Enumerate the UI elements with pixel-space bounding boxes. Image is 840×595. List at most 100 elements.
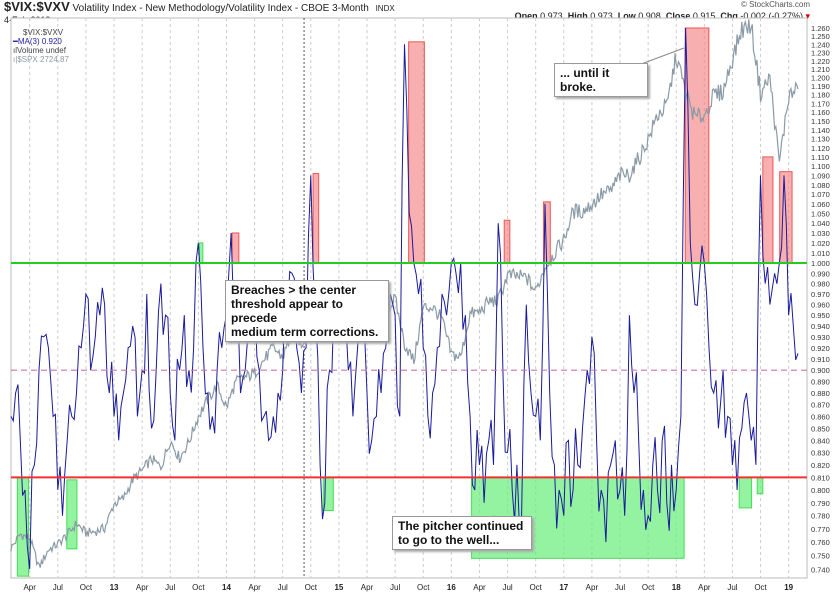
y-tick-label: 0.970 <box>811 290 830 299</box>
y-tick-label: 1.000 <box>811 259 830 268</box>
y-tick-label: 0.910 <box>811 355 830 364</box>
x-tick-label: Apr <box>248 583 261 592</box>
y-tick-label: 1.240 <box>811 40 830 49</box>
line-swatch-icon: ━ <box>13 37 18 46</box>
low-label: Low <box>617 11 636 21</box>
y-tick-label: 1.190 <box>811 82 830 91</box>
legend-spx-label: $SPX 2724.87 <box>17 55 69 64</box>
y-tick-label: 1.070 <box>811 190 830 199</box>
red-highlight-box <box>312 173 320 264</box>
y-tick-label: 0.900 <box>811 366 830 375</box>
y-tick-label: 1.080 <box>811 181 830 190</box>
x-tick-label: 18 <box>672 583 681 592</box>
y-tick-label: 0.770 <box>811 525 830 534</box>
x-tick-label: Apr <box>361 583 374 592</box>
y-tick-label: 1.200 <box>811 74 830 83</box>
x-tick-label: Oct <box>192 583 205 592</box>
x-tick-label: Oct <box>305 583 318 592</box>
y-tick-label: 0.990 <box>811 269 830 278</box>
bar-chart-icon: ıl <box>13 46 17 55</box>
y-tick-label: 1.120 <box>811 144 830 153</box>
green-highlight-box <box>756 476 764 495</box>
x-tick-label: Jul <box>165 583 175 592</box>
symbol: $VIX:$VXV <box>4 0 70 14</box>
y-tick-label: 0.780 <box>811 512 830 521</box>
x-tick-label: 19 <box>784 583 793 592</box>
y-tick-label: 1.130 <box>811 135 830 144</box>
y-tick-label: 0.850 <box>811 424 830 433</box>
annotation-line: to go to the well... <box>398 533 500 547</box>
x-tick-label: 15 <box>334 583 343 592</box>
annotation-line: threshold appear to precede <box>231 297 344 325</box>
y-tick-label: 1.260 <box>811 24 830 33</box>
x-tick-label: 16 <box>447 583 456 592</box>
y-tick-label: 1.100 <box>811 162 830 171</box>
x-tick-label: Apr <box>586 583 599 592</box>
chg-label: Chg <box>720 11 738 21</box>
close-label: Close <box>665 11 691 21</box>
y-tick-label: 1.110 <box>811 153 829 162</box>
copyright: © StockCharts.com <box>740 0 810 9</box>
x-tick-label: Jul <box>615 583 625 592</box>
annotation-line: The pitcher continued <box>398 519 524 533</box>
y-tick-label: 0.800 <box>811 486 830 495</box>
red-highlight-box <box>408 41 425 264</box>
low-value: 0.908 <box>638 11 661 21</box>
x-tick-label: Apr <box>698 583 711 592</box>
y-tick-label: 1.010 <box>811 249 830 258</box>
y-tick-label: 0.940 <box>811 322 830 331</box>
annotation-until-it-broke: ... until it broke. <box>554 63 648 97</box>
red-highlight-box <box>762 156 774 264</box>
y-tick-label: 1.220 <box>811 57 830 66</box>
green-highlight-box <box>66 479 78 550</box>
y-tick-label: 0.750 <box>811 552 830 561</box>
high-value: 0.973 <box>590 11 613 21</box>
red-highlight-box <box>503 219 511 264</box>
symbol-description: Volatility Index - New Methodology/Volat… <box>72 3 369 14</box>
y-tick-label: 0.810 <box>811 473 830 482</box>
green-highlight-box <box>198 242 204 264</box>
legend-volume: ılVolume undef <box>13 46 69 55</box>
x-tick-label: Jul <box>727 583 737 592</box>
y-tick-label: 1.030 <box>811 229 830 238</box>
legend-volume-label: Volume undef <box>17 46 66 55</box>
y-tick-label: 0.740 <box>811 565 830 574</box>
y-tick-label: 0.960 <box>811 301 830 310</box>
y-tick-label: 0.830 <box>811 449 830 458</box>
y-tick-label: 0.790 <box>811 499 830 508</box>
x-tick-label: 13 <box>110 583 119 592</box>
exchange: INDX <box>375 4 395 13</box>
x-tick-label: Apr <box>136 583 149 592</box>
y-tick-label: 0.860 <box>811 412 830 421</box>
chg-value: -0.002 (-0.27%) <box>740 11 803 21</box>
x-tick-label: Jul <box>502 583 512 592</box>
y-tick-label: 1.210 <box>811 65 830 74</box>
x-tick-label: Oct <box>80 583 93 592</box>
y-tick-label: 1.090 <box>811 171 830 180</box>
y-tick-label: 0.870 <box>811 401 830 410</box>
high-label: High <box>567 11 588 21</box>
legend-ma: ━MA(3) 0.920 <box>13 37 69 46</box>
annotation-line: Breaches > the center <box>231 283 357 297</box>
y-tick-label: 0.980 <box>811 280 830 289</box>
y-tick-label: 0.840 <box>811 436 830 445</box>
y-tick-label: 0.820 <box>811 461 830 470</box>
y-tick-label: 0.950 <box>811 311 830 320</box>
x-tick-label: Oct <box>417 583 430 592</box>
x-tick-label: Jul <box>390 583 400 592</box>
close-value: 0.915 <box>692 11 716 21</box>
y-tick-label: 0.880 <box>811 389 830 398</box>
y-tick-label: 1.160 <box>811 108 830 117</box>
y-tick-label: 1.050 <box>811 209 830 218</box>
y-tick-label: 0.890 <box>811 378 830 387</box>
open-label: Open <box>514 11 538 21</box>
y-tick-label: 1.020 <box>811 239 830 248</box>
legend: $VIX:$VXV ━MA(3) 0.920 ılVolume undef ı|… <box>13 28 69 64</box>
annotation-breaches: Breaches > the center threshold appear t… <box>225 280 389 342</box>
red-highlight-box <box>231 232 240 264</box>
y-tick-label: 1.250 <box>811 32 830 41</box>
y-tick-label: 1.060 <box>811 200 830 209</box>
x-tick-label: Oct <box>529 583 542 592</box>
x-tick-label: 14 <box>222 583 231 592</box>
